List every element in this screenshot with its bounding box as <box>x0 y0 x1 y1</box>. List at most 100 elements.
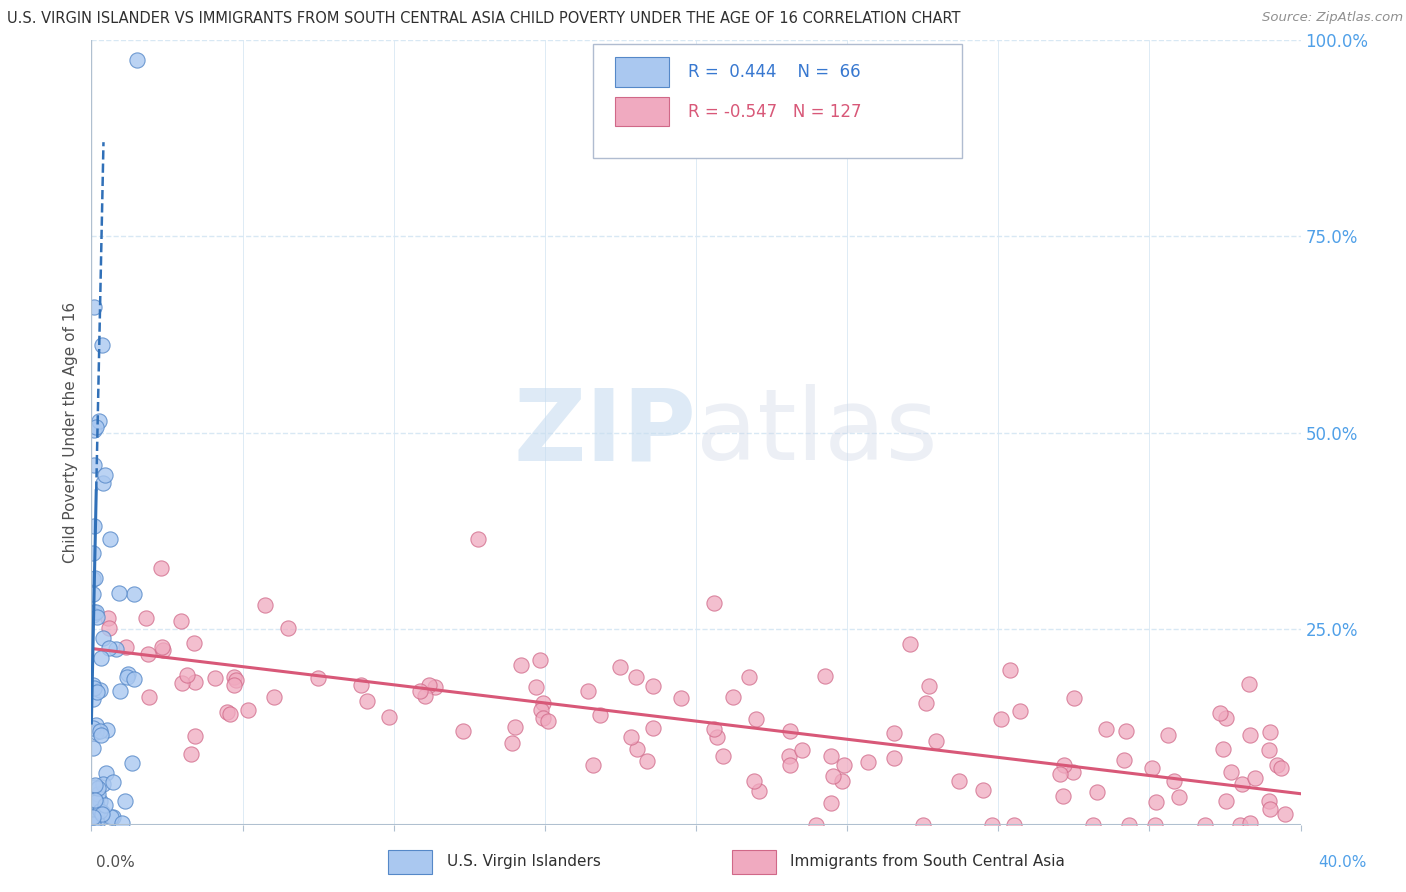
Point <box>641 679 664 693</box>
Text: R =  0.444    N =  66: R = 0.444 N = 66 <box>688 63 860 81</box>
Point <box>97 611 120 625</box>
Point <box>152 642 174 657</box>
Point <box>409 684 432 698</box>
Point <box>703 723 725 737</box>
Point <box>1230 777 1253 791</box>
Point <box>83 780 105 794</box>
Point <box>91 807 114 822</box>
Point <box>1163 774 1185 789</box>
Point <box>814 669 837 683</box>
Point <box>238 704 260 718</box>
Point <box>745 712 768 726</box>
Point <box>898 637 921 651</box>
Point <box>531 711 554 725</box>
Point <box>82 741 104 756</box>
Point <box>82 817 104 831</box>
Point <box>821 769 844 783</box>
Point <box>1239 815 1261 830</box>
Point <box>1140 761 1163 775</box>
Point <box>524 681 547 695</box>
Point <box>253 598 276 612</box>
Y-axis label: Child Poverty Under the Age of 16: Child Poverty Under the Age of 16 <box>62 302 77 563</box>
Point <box>1212 742 1234 756</box>
Point <box>100 810 122 824</box>
Point <box>1274 807 1296 822</box>
Point <box>83 300 105 314</box>
Point <box>150 640 173 654</box>
Point <box>467 532 489 546</box>
Point <box>121 756 143 770</box>
Point <box>1053 757 1076 772</box>
Point <box>1062 764 1084 779</box>
Point <box>224 678 246 692</box>
Point <box>125 53 148 67</box>
Point <box>204 671 226 685</box>
Point <box>1257 794 1279 808</box>
Text: Source: ZipAtlas.com: Source: ZipAtlas.com <box>1263 11 1403 24</box>
Point <box>170 614 193 628</box>
Point <box>1258 724 1281 739</box>
Point <box>89 724 111 739</box>
Point <box>413 690 436 704</box>
Point <box>98 640 121 655</box>
Point <box>91 475 114 490</box>
Point <box>114 794 136 808</box>
Point <box>531 696 554 710</box>
Point <box>150 561 173 575</box>
Point <box>620 731 643 745</box>
Point <box>1095 723 1118 737</box>
Point <box>101 810 124 824</box>
Point <box>82 608 104 623</box>
Point <box>91 776 114 790</box>
Point <box>1215 711 1237 725</box>
Point <box>111 816 134 830</box>
Point <box>84 420 107 434</box>
Point <box>451 723 474 738</box>
Point <box>308 671 330 685</box>
Point <box>1052 789 1074 803</box>
Point <box>183 636 205 650</box>
Text: Immigrants from South Central Asia: Immigrants from South Central Asia <box>790 855 1066 869</box>
Point <box>1143 818 1166 832</box>
Point <box>1002 818 1025 832</box>
Point <box>501 736 523 750</box>
Point <box>1157 728 1180 742</box>
Point <box>82 810 104 824</box>
Point <box>110 683 132 698</box>
Point <box>790 743 813 757</box>
Point <box>84 605 107 619</box>
Point <box>176 668 198 682</box>
Point <box>1087 785 1109 799</box>
FancyBboxPatch shape <box>388 850 432 873</box>
Point <box>91 805 114 819</box>
Point <box>423 680 446 694</box>
Point <box>1208 706 1230 721</box>
Point <box>84 814 107 828</box>
Point <box>626 741 648 756</box>
Point <box>669 690 692 705</box>
Point <box>104 641 127 656</box>
Text: 40.0%: 40.0% <box>1319 855 1367 870</box>
Point <box>225 673 247 687</box>
Point <box>1258 802 1281 816</box>
Point <box>1265 758 1288 772</box>
Point <box>83 605 105 619</box>
Point <box>706 730 728 744</box>
Point <box>378 710 401 724</box>
FancyBboxPatch shape <box>593 44 962 158</box>
Point <box>779 723 801 738</box>
FancyBboxPatch shape <box>731 850 776 873</box>
Point <box>180 747 202 761</box>
Point <box>183 729 205 743</box>
Point <box>101 775 124 789</box>
Point <box>86 815 108 830</box>
Point <box>1215 794 1237 808</box>
Point <box>703 596 725 610</box>
Text: R = -0.547   N = 127: R = -0.547 N = 127 <box>688 103 860 120</box>
Point <box>578 684 600 698</box>
Point <box>87 781 110 796</box>
Point <box>1237 677 1260 691</box>
Point <box>1229 818 1251 832</box>
Point <box>218 707 240 722</box>
Point <box>832 758 855 772</box>
